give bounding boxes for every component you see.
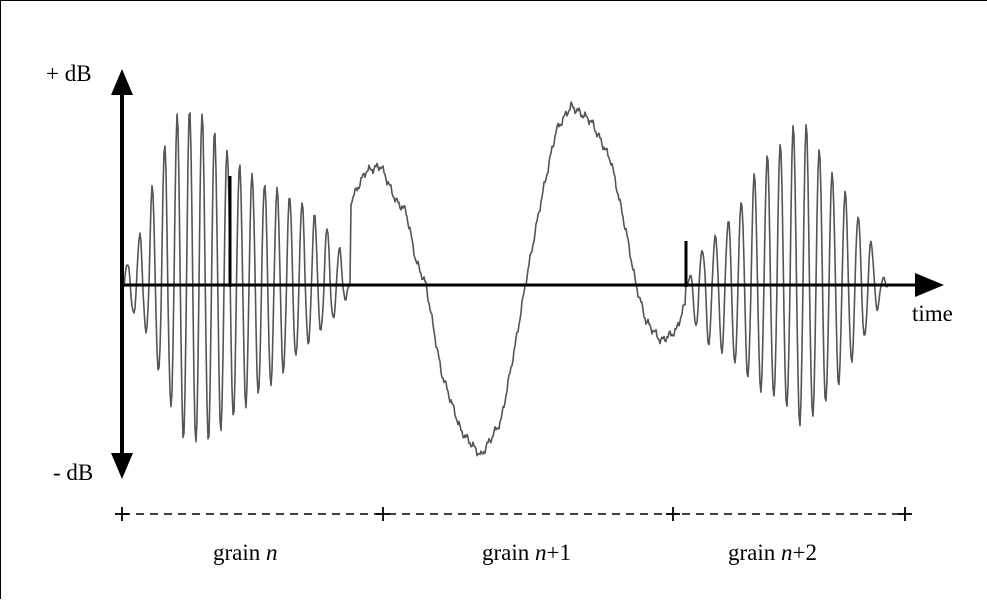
y-axis-top-label: + dB [46, 61, 92, 86]
y-axis-bottom-label: - dB [53, 460, 93, 485]
grain-label-1: grain n [213, 540, 278, 565]
x-axis-label: time [912, 301, 953, 326]
grain-ruler-ticks [115, 507, 912, 521]
grain-label-2: grain n+1 [482, 540, 571, 565]
audio-waveform [123, 101, 889, 457]
y-axis-down-arrow-icon [111, 453, 133, 479]
y-axis-up-arrow-icon [111, 69, 133, 95]
grain-label-3: grain n+2 [728, 540, 817, 565]
x-axis-arrow-icon [915, 273, 944, 297]
